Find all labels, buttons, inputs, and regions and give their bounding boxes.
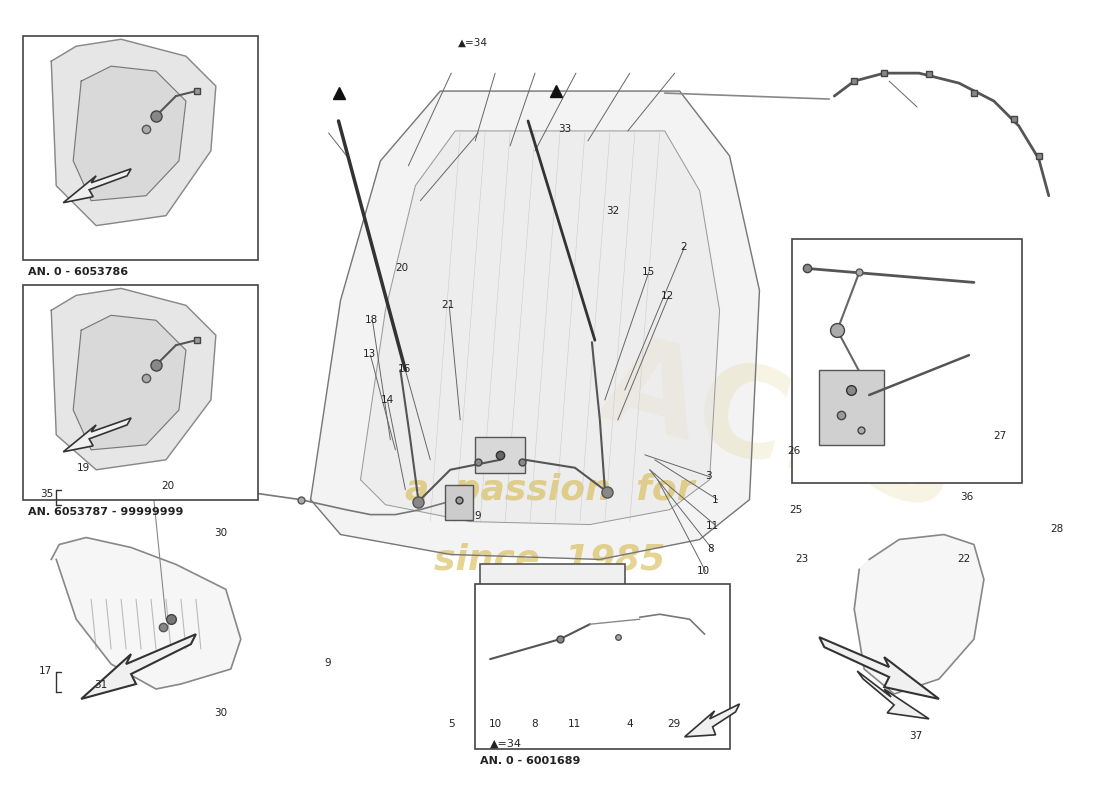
Text: 20: 20 <box>162 481 175 490</box>
Text: 37: 37 <box>910 731 923 741</box>
Polygon shape <box>52 288 216 470</box>
Text: 5: 5 <box>448 719 454 729</box>
Text: 11: 11 <box>706 521 719 530</box>
Text: 2: 2 <box>680 242 688 251</box>
Polygon shape <box>52 39 216 226</box>
Polygon shape <box>52 538 241 689</box>
Text: 17: 17 <box>39 666 52 676</box>
Text: 8: 8 <box>707 545 714 554</box>
Bar <box>475 437 525 473</box>
Text: 16: 16 <box>398 364 411 374</box>
Bar <box>23 36 257 261</box>
Text: 30: 30 <box>214 527 228 538</box>
Polygon shape <box>74 66 186 201</box>
Text: since  1985: since 1985 <box>434 542 666 577</box>
Bar <box>23 286 257 500</box>
Text: 12: 12 <box>661 291 674 302</box>
Bar <box>792 238 1022 482</box>
Text: ACES: ACES <box>588 324 971 535</box>
Text: 20: 20 <box>395 263 408 274</box>
Text: 29: 29 <box>667 719 680 729</box>
Text: 15: 15 <box>642 267 656 278</box>
Text: 10: 10 <box>697 566 711 577</box>
Text: 32: 32 <box>606 206 619 216</box>
Text: 33: 33 <box>559 124 572 134</box>
Text: 36: 36 <box>960 492 974 502</box>
Polygon shape <box>857 671 929 719</box>
Polygon shape <box>81 634 196 699</box>
Text: AN. 0 - 6001689: AN. 0 - 6001689 <box>481 756 581 766</box>
Text: AN. 6053787 - 99999999: AN. 6053787 - 99999999 <box>29 506 184 517</box>
Text: 14: 14 <box>381 395 394 405</box>
Bar <box>820 370 884 445</box>
Text: 27: 27 <box>993 431 1007 441</box>
Text: 4: 4 <box>627 719 634 729</box>
Text: 30: 30 <box>214 708 228 718</box>
Polygon shape <box>820 637 939 699</box>
Text: 3: 3 <box>705 470 712 481</box>
Text: 19: 19 <box>77 462 90 473</box>
Polygon shape <box>310 91 759 559</box>
Text: 9: 9 <box>475 510 482 521</box>
Text: ▲=34: ▲=34 <box>459 38 488 48</box>
Text: 13: 13 <box>363 349 376 359</box>
Text: 9: 9 <box>324 658 331 668</box>
Text: 8: 8 <box>531 719 538 729</box>
Bar <box>481 565 625 649</box>
Text: 11: 11 <box>569 719 582 729</box>
Text: 25: 25 <box>789 505 802 514</box>
Text: ▲=34: ▲=34 <box>491 739 522 749</box>
Bar <box>475 584 729 749</box>
Polygon shape <box>63 418 131 452</box>
Text: 28: 28 <box>1050 523 1064 534</box>
Text: 26: 26 <box>786 446 800 456</box>
Text: a  passion  for: a passion for <box>405 473 695 506</box>
Text: AN. 0 - 6053786: AN. 0 - 6053786 <box>29 267 129 278</box>
Polygon shape <box>74 315 186 450</box>
Text: 22: 22 <box>957 554 970 565</box>
Polygon shape <box>684 704 739 737</box>
Polygon shape <box>361 131 719 525</box>
Text: 21: 21 <box>441 300 455 310</box>
Polygon shape <box>63 169 131 202</box>
Text: 31: 31 <box>95 680 108 690</box>
Text: 23: 23 <box>795 554 808 565</box>
Polygon shape <box>855 534 983 694</box>
Bar <box>446 485 473 519</box>
Text: 10: 10 <box>488 719 502 729</box>
Text: 18: 18 <box>365 315 378 326</box>
Text: 1: 1 <box>713 494 719 505</box>
Text: 35: 35 <box>41 489 54 498</box>
